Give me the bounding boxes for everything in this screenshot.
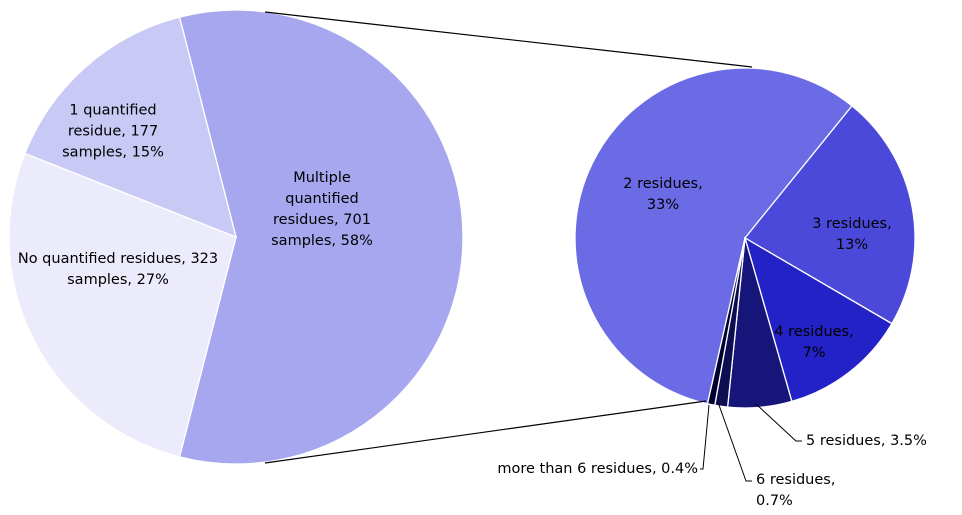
slice-label: 4 residues, 7% [774,324,854,361]
connector-line [264,11,753,68]
connector-line [264,400,707,464]
slice-label: 6 residues, 0.7% [756,472,836,509]
pie-slice [744,104,916,325]
pie-slice [178,9,464,465]
pie-slice [706,237,746,407]
slice-label: 2 residues, 33% [623,176,703,213]
pie-slice [24,16,237,239]
leader-line [700,404,710,470]
leader-line [718,404,752,482]
slice-label: 5 residues, 3.5% [806,433,927,449]
pie-slice [574,67,853,405]
pie-slice [743,236,893,403]
slice-label: No quantified residues, 323 samples, 27% [17,251,219,288]
leader-line [755,403,802,442]
slice-label: 3 residues, 13% [812,216,892,253]
slice-label: more than 6 residues, 0.4% [497,461,698,477]
slice-label: Multiple quantified residues, 701 sample… [271,170,373,249]
slice-label: 1 quantified residue, 177 samples, 15% [62,102,164,161]
pie-slice [8,152,237,458]
